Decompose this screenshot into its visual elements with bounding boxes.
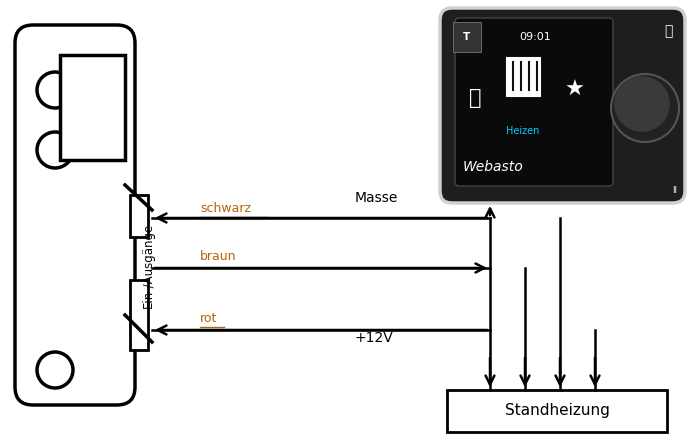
Text: ★: ★: [565, 80, 585, 100]
Circle shape: [611, 74, 679, 142]
Text: braun: braun: [200, 250, 237, 263]
Circle shape: [614, 76, 670, 132]
FancyBboxPatch shape: [15, 25, 135, 405]
Text: Webasto: Webasto: [463, 160, 524, 174]
Text: Ein-/Ausgänge: Ein-/Ausgänge: [141, 222, 155, 308]
Bar: [130, 280, 148, 350]
Text: rot: rot: [200, 312, 218, 325]
FancyBboxPatch shape: [455, 18, 613, 186]
Text: Standheizung: Standheizung: [505, 404, 610, 418]
Bar: [130, 195, 148, 237]
Bar: [507, 58, 540, 96]
Text: ⏻: ⏻: [664, 24, 673, 38]
FancyBboxPatch shape: [440, 8, 685, 203]
Text: II: II: [672, 186, 677, 195]
Bar: [447, 390, 667, 432]
Text: 09:01: 09:01: [519, 32, 551, 42]
Text: ⌛: ⌛: [469, 88, 482, 108]
Text: Heizen: Heizen: [506, 126, 540, 136]
Text: schwarz: schwarz: [200, 202, 251, 215]
Text: Masse: Masse: [355, 191, 398, 205]
Text: T: T: [463, 32, 470, 42]
Text: +12V: +12V: [355, 331, 393, 345]
Bar: [60, 55, 125, 160]
